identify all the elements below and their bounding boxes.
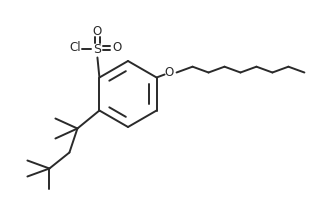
- Text: O: O: [164, 66, 173, 79]
- Text: O: O: [113, 41, 122, 54]
- Text: S: S: [93, 43, 101, 56]
- Text: O: O: [93, 25, 102, 38]
- Text: Cl: Cl: [70, 41, 81, 54]
